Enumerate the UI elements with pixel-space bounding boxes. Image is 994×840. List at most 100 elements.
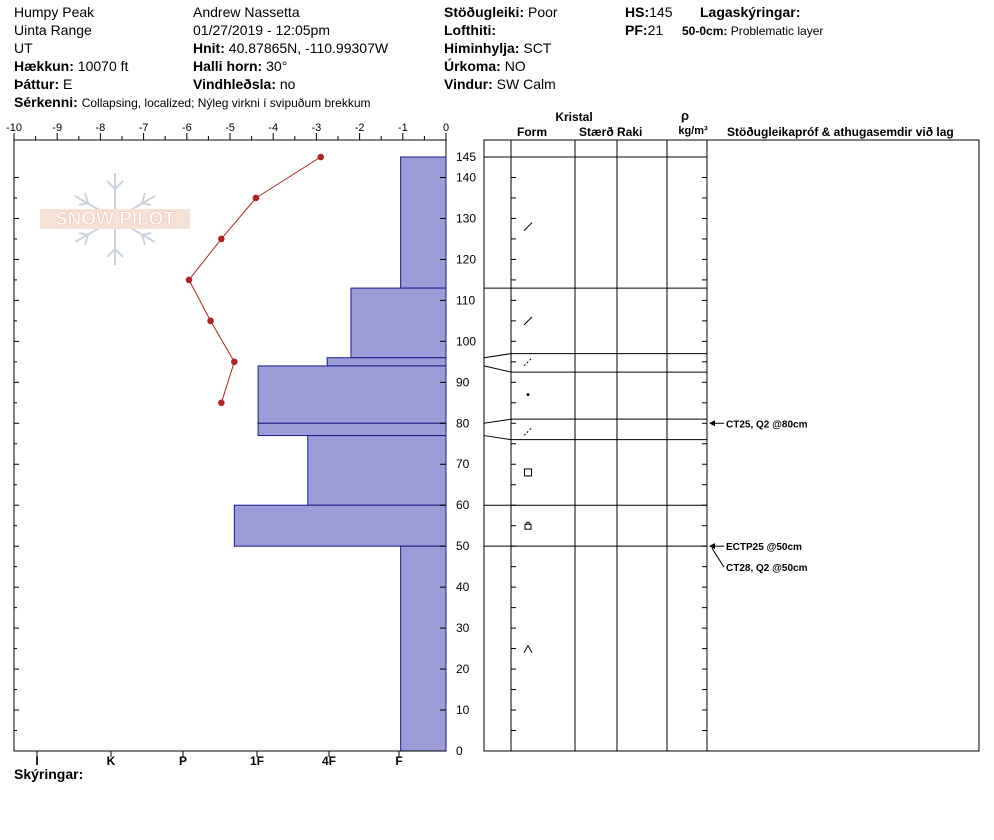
hardness-tick-label: 4F (322, 754, 336, 768)
layer-note-text: Problematic layer (730, 24, 824, 38)
layer-note-row: 50-0cm: Problematic layer (682, 24, 823, 38)
sky-value: SCT (523, 40, 552, 56)
hs-label: HS: (625, 4, 650, 20)
layer-table: Kristal Form Stærð Raki ρ kg/m³ Stöðugle… (483, 108, 980, 752)
temp-tick-label: -2 (355, 122, 365, 134)
temperature-point (252, 194, 260, 202)
form-mark (524, 468, 532, 477)
form-mark (526, 393, 530, 397)
form-mark (523, 316, 533, 326)
hardness-bar (350, 287, 447, 359)
elevation-label: Hækkun: (14, 58, 74, 74)
air-temp-label: Lofthiti: (444, 22, 497, 38)
test-label: CT25, Q2 @80cm (726, 419, 808, 430)
hardness-bar (400, 156, 447, 289)
logo-text: SNOW PILOT (55, 209, 176, 230)
wind-loading-label: Vindhleðsla: (193, 76, 276, 92)
pf-value: 21 (647, 22, 664, 38)
test-label: ECTP25 @50cm (726, 542, 802, 553)
depth-tick-label: 130 (456, 211, 476, 225)
form-symbol-decomposing-dotted (523, 357, 533, 367)
stability-tests: CT25, Q2 @80cm ECTP25 @50cm CT28, Q2 @50cm (709, 419, 808, 574)
rho-header: ρ (681, 108, 689, 123)
plot-axes: -10 -9 -8 -7 -6 -5 -4 -3 -2 -1 0010203040506070809… (6, 122, 476, 768)
form-mark (524, 523, 532, 530)
test-arrow (709, 420, 715, 427)
form-mark (523, 427, 533, 436)
temp-tick-label: -10 (6, 122, 22, 134)
location-name: Humpy Peak (14, 4, 95, 20)
temperature-point (218, 399, 225, 407)
sky-label: Himinhylja: (444, 40, 520, 56)
slope-label: Halli horn: (193, 58, 263, 74)
temp-tick-label: -7 (139, 122, 149, 134)
hardness-bar (400, 545, 447, 752)
depth-tick-label: 120 (456, 252, 476, 266)
temperature-point (185, 276, 193, 284)
hardness-layers (233, 156, 447, 752)
observer-name: Andrew Nassetta (193, 4, 300, 20)
temperature-point (231, 358, 238, 366)
temperature-profile (185, 153, 325, 407)
hardness-bar (257, 422, 447, 437)
coords-label: Hnit: (193, 40, 225, 56)
range-name: Uinta Range (14, 22, 92, 38)
form-mark (525, 521, 531, 525)
stability-value: Poor (528, 4, 558, 20)
temp-tick-label: -5 (225, 122, 235, 134)
features-row: Sérkenni: Collapsing, localized; Nýleg v… (14, 94, 371, 110)
density-unit-header: kg/m³ (678, 125, 708, 137)
aspect-row: Þáttur: E (14, 76, 72, 92)
form-symbol-rounded-dot (526, 393, 530, 397)
hardness-tick-label: I (35, 754, 38, 768)
depth-tick-label: 0 (456, 744, 463, 758)
form-symbol-faceted-square (524, 468, 532, 477)
air-temp-row: Lofthiti: (444, 22, 496, 38)
hardness-tick-label: P (179, 754, 187, 768)
form-symbol-precip-particles (523, 222, 533, 231)
slope-row: Halli horn: 30° (193, 58, 287, 74)
depth-tick-label: 50 (456, 539, 470, 553)
state-name: UT (14, 40, 33, 56)
test-label: CT28, Q2 @50cm (726, 563, 808, 574)
coords-value: 40.87865N, -110.99307W (228, 40, 389, 56)
form-mark (523, 357, 533, 367)
comments-header: Stöðugleikapróf & athugasemdir við lag (727, 125, 954, 139)
hardness-bar (307, 435, 447, 506)
elevation-row: Hækkun: 10070 ft (14, 58, 128, 74)
footer-label: Skýringar: (14, 766, 84, 782)
moisture-header: Raki (617, 125, 642, 139)
precip-label: Úrkoma: (444, 58, 501, 74)
hardness-tick-label: F (395, 754, 402, 768)
depth-tick-label: 80 (456, 416, 470, 430)
elevation-value: 10070 ft (77, 58, 129, 74)
temp-tick-label: 0 (443, 122, 449, 134)
depth-tick-label: 110 (456, 293, 475, 307)
form-symbol-depth-hoar (523, 644, 533, 653)
pf-label: PF: (625, 22, 648, 38)
coords-row: Hnit: 40.87865N, -110.99307W (193, 40, 388, 56)
depth-tick-label: 70 (456, 457, 470, 471)
depth-tick-label: 100 (456, 334, 476, 348)
wind-loading-row: Vindhleðsla: no (193, 76, 295, 92)
observation-datetime: 01/27/2019 - 12:05pm (193, 22, 330, 38)
depth-tick-label: 30 (456, 621, 470, 635)
form-symbol-decomposing-dotted (523, 427, 533, 436)
depth-tick-label: 40 (456, 580, 470, 594)
aspect-label: Þáttur: (14, 76, 60, 92)
hardness-bar (257, 365, 447, 424)
form-mark (523, 222, 533, 231)
depth-tick-label: 10 (456, 703, 470, 717)
temp-tick-label: -4 (268, 122, 278, 134)
depth-tick-label: 140 (456, 170, 476, 184)
temperature-point (218, 235, 225, 243)
precip-row: Úrkoma: NO (444, 58, 526, 74)
snowpilot-logo: SNOW PILOT (40, 173, 190, 265)
pf-row: PF:21 (625, 22, 663, 38)
temp-tick-label: -8 (96, 122, 106, 134)
form-symbol-decomposing (523, 316, 533, 326)
test-leader (711, 547, 725, 568)
aspect-value: E (63, 76, 73, 92)
wind-value: SW Calm (496, 76, 556, 92)
